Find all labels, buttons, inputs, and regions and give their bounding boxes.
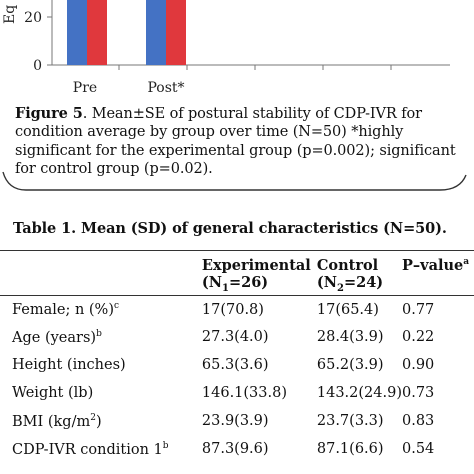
header-control-n: (N2=24): [316, 274, 384, 294]
header-experimental-label: Experimental: [201, 257, 311, 274]
table-title: Table 1. Mean (SD) of general characteri…: [13, 220, 447, 237]
figure-caption: Figure 5. Mean±SE of postural stability …: [15, 105, 460, 179]
characteristics-table: Experimental (N1=26) Control (N2=24) P–v…: [0, 250, 474, 463]
row-label: Height (inches): [12, 357, 126, 374]
figure-frame: [2, 171, 467, 191]
table-row: Female; n (%)c 17(70.8) 17(65.4) 0.77: [0, 295, 474, 323]
bar-post-control: [166, 0, 186, 65]
header-pvalue: P–valuea: [402, 257, 470, 274]
table-row: Age (years)b 27.3(4.0) 28.4(3.9) 0.22: [0, 323, 474, 351]
cell-experimental: 23.9(3.9): [201, 413, 269, 430]
cell-control: 65.2(3.9): [316, 357, 384, 374]
cell-experimental: 146.1(33.8): [201, 385, 288, 402]
cell-experimental: 17(70.8): [201, 301, 264, 318]
x-tick-label-post: Post*: [147, 80, 184, 96]
row-label: Weight (lb): [12, 385, 94, 402]
cell-pvalue: 0.54: [402, 441, 435, 458]
row-label: Female; n (%)c: [12, 301, 120, 318]
cell-control: 28.4(3.9): [316, 329, 384, 346]
cell-experimental: 87.3(9.6): [201, 441, 269, 458]
table-row: CDP-IVR condition 1b 87.3(9.6) 87.1(6.6)…: [0, 435, 474, 463]
cell-pvalue: 0.22: [402, 329, 435, 346]
cell-experimental: 27.3(4.0): [201, 329, 269, 346]
header-control: Control (N2=24): [317, 251, 402, 296]
header-control-label: Control: [316, 257, 379, 274]
cell-pvalue: 0.90: [402, 357, 435, 374]
figure-caption-text: . Mean±SE of postural stability of CDP-I…: [15, 106, 456, 178]
cell-pvalue: 0.83: [402, 413, 435, 430]
header-experimental: Experimental (N1=26): [202, 251, 317, 296]
header-experimental-n: (N1=26): [201, 274, 269, 294]
cell-control: 17(65.4): [316, 301, 379, 318]
bar-chart: Eq 20 0 Pre Post*: [2, 0, 450, 96]
cell-control: 87.1(6.6): [316, 441, 384, 458]
row-label: CDP-IVR condition 1b: [12, 440, 169, 458]
y-tick-label-20: 20: [24, 10, 42, 26]
bar-post-experimental: [146, 0, 166, 65]
cell-control: 23.7(3.3): [316, 413, 384, 430]
table-header-row: Experimental (N1=26) Control (N2=24) P–v…: [0, 250, 474, 296]
bar-pre-experimental: [67, 0, 87, 65]
table-row: BMI (kg/m2) 23.9(3.9) 23.7(3.3) 0.83: [0, 407, 474, 435]
row-label: Age (years)b: [12, 328, 102, 346]
figure-label: Figure 5: [15, 105, 83, 122]
y-axis-label: Eq: [2, 5, 18, 24]
header-blank: [0, 251, 202, 296]
cell-pvalue: 0.77: [402, 301, 435, 318]
table-row: Weight (lb) 146.1(33.8) 143.2(24.9) 0.73: [0, 379, 474, 407]
cell-control: 143.2(24.9): [316, 385, 402, 402]
bar-pre-control: [87, 0, 107, 65]
x-tick-label-pre: Pre: [73, 80, 97, 96]
cell-pvalue: 0.73: [402, 385, 435, 402]
y-tick-label-0: 0: [33, 58, 42, 74]
table-row: Height (inches) 65.3(3.6) 65.2(3.9) 0.90: [0, 351, 474, 379]
cell-experimental: 65.3(3.6): [201, 357, 269, 374]
row-label: BMI (kg/m2): [12, 412, 102, 430]
